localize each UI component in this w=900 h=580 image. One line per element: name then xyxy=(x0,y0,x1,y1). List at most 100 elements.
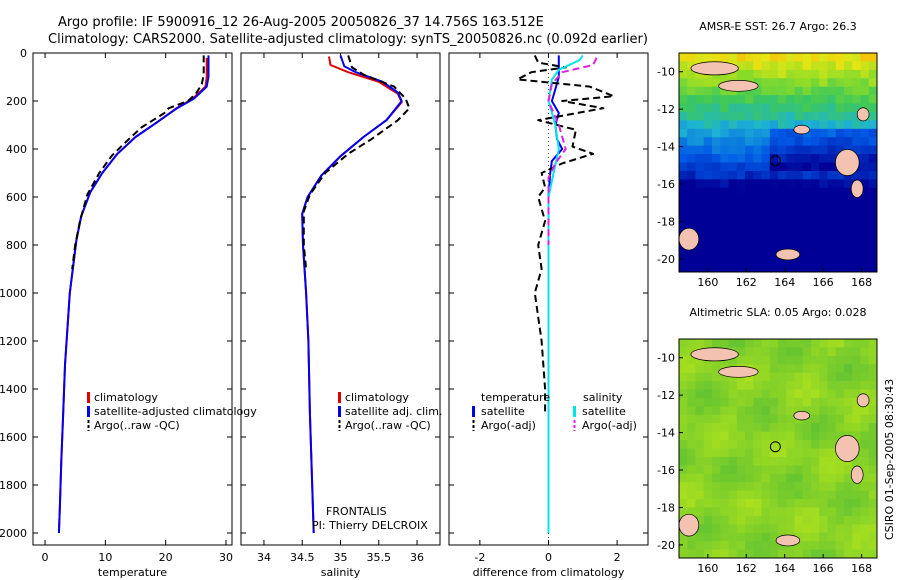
map-cell xyxy=(827,456,837,466)
map-cell xyxy=(827,423,837,433)
map-cell xyxy=(786,128,795,138)
map-cell xyxy=(852,170,861,180)
map-cell xyxy=(736,507,746,517)
map-cell xyxy=(769,339,779,348)
map-cell xyxy=(868,69,878,79)
map-cell xyxy=(802,255,812,264)
map-cell xyxy=(852,414,861,424)
map-cell xyxy=(728,229,738,239)
map-cell xyxy=(761,263,771,273)
map-cell xyxy=(769,196,779,206)
map-cell xyxy=(811,137,820,147)
map-cell xyxy=(868,213,878,222)
map-cell xyxy=(703,78,713,88)
map-cell xyxy=(868,364,878,374)
map-cell xyxy=(827,69,837,79)
map-cell xyxy=(827,406,837,416)
map-cell xyxy=(712,255,721,264)
map-cell xyxy=(769,355,779,365)
map-cell xyxy=(852,372,861,382)
map-cell xyxy=(769,347,779,357)
map-cell xyxy=(728,263,738,273)
map-cell xyxy=(827,263,837,273)
map-cell xyxy=(728,145,738,155)
map-cell xyxy=(687,389,696,399)
map-cell xyxy=(852,406,861,416)
map-cell xyxy=(860,423,870,433)
map-cell xyxy=(703,263,713,273)
map-cell xyxy=(819,431,828,441)
map-cell xyxy=(679,423,688,433)
map-cell xyxy=(753,128,762,138)
map-cell xyxy=(736,515,746,525)
map-cell xyxy=(802,229,812,239)
map-cell xyxy=(827,507,837,517)
map-cell xyxy=(852,339,861,348)
map-cell xyxy=(679,221,688,231)
map-cell xyxy=(703,137,713,147)
map-cell xyxy=(761,440,771,449)
legend-swatch-satellite xyxy=(338,406,341,417)
footer-timestamp: CSIRO 01-Sep-2005 08:30:43 xyxy=(883,379,896,540)
map-cell xyxy=(786,213,795,222)
map-cell xyxy=(720,507,729,517)
map-cell xyxy=(844,187,853,197)
map-cell xyxy=(695,145,705,155)
map-cell xyxy=(827,482,837,492)
map-cell xyxy=(753,78,762,88)
map-cell xyxy=(769,61,779,71)
x-tick-label: 35.5 xyxy=(367,551,392,564)
map-cell xyxy=(811,179,820,189)
map-cell xyxy=(811,246,820,256)
map-cell xyxy=(753,238,762,248)
map-cell xyxy=(736,196,746,206)
map-cell xyxy=(736,465,746,475)
map-cell xyxy=(720,406,729,416)
map-cell xyxy=(819,154,828,163)
map-cell xyxy=(811,364,820,374)
map-cell xyxy=(802,473,812,483)
map-cell xyxy=(695,473,705,483)
map-cell xyxy=(835,499,845,508)
map-cell xyxy=(712,53,721,62)
map-cell xyxy=(835,381,845,390)
map-cell xyxy=(827,431,837,441)
map-cell xyxy=(761,238,771,248)
map-cell xyxy=(695,179,705,189)
map-cell xyxy=(811,103,820,113)
map-cell xyxy=(811,507,820,517)
map-cell xyxy=(728,128,738,138)
map-cell xyxy=(769,456,779,466)
map-cell xyxy=(745,482,754,492)
map-cell xyxy=(745,154,754,163)
map-cell xyxy=(679,145,688,155)
map-cell xyxy=(753,111,762,121)
map-cell xyxy=(835,111,845,121)
map-cell xyxy=(745,196,754,206)
map-cell xyxy=(687,440,696,449)
map-cell xyxy=(827,86,837,96)
map-cell xyxy=(720,246,729,256)
map-cell xyxy=(728,154,738,163)
map-cell xyxy=(786,549,795,559)
map-cell xyxy=(679,465,688,475)
map-cell xyxy=(695,78,705,88)
map-cell xyxy=(811,339,820,348)
map-cell xyxy=(868,440,878,449)
map-cell xyxy=(786,499,795,508)
map-cell xyxy=(852,53,861,62)
map-cell xyxy=(687,128,696,138)
map-cell xyxy=(844,221,853,231)
map-cell xyxy=(835,213,845,222)
map-cell xyxy=(786,381,795,390)
map-cell xyxy=(802,187,812,197)
map-cell xyxy=(794,255,804,264)
map-cell xyxy=(852,255,861,264)
map-cell xyxy=(728,137,738,147)
map-cell xyxy=(761,145,771,155)
map-cell xyxy=(860,53,870,62)
map-cell xyxy=(736,111,746,121)
map-cell xyxy=(835,406,845,416)
map-cell xyxy=(745,221,754,231)
map-cell xyxy=(794,389,804,399)
